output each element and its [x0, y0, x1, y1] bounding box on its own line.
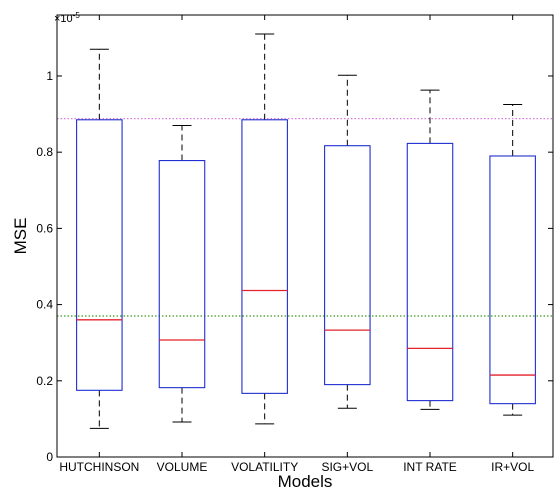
x-tick-label: HUTCHINSON: [59, 460, 139, 474]
box-hutchinson: [76, 48, 123, 429]
plot-frame: [56, 14, 554, 458]
reference-lines: [57, 118, 553, 317]
box-ir-vol: [489, 104, 536, 416]
box-sig-vol: [324, 74, 371, 409]
box-rect: [406, 142, 454, 402]
x-tick-label: INT RATE: [403, 460, 457, 474]
y-tick-label: 0: [46, 450, 53, 464]
y-tick-label: 0.4: [36, 298, 53, 312]
y-axis-label: MSE: [11, 218, 30, 255]
x-tick-label: VOLATILITY: [231, 460, 298, 474]
x-tick-label: IR+VOL: [491, 460, 534, 474]
y-tick-label: 0.2: [36, 374, 53, 388]
box-volume: [158, 125, 206, 423]
boxes-group: [76, 33, 536, 429]
y-tick-label: 1: [46, 69, 53, 83]
x-tick-label: VOLUME: [157, 460, 208, 474]
y-tick-label: 0.6: [36, 221, 53, 235]
box-rect: [76, 119, 123, 391]
box-rect: [241, 119, 288, 394]
box-rect: [489, 155, 536, 405]
axes: 0 0.2 0.4 0.6 0.8 1 HUTCHINSON VOLUME VOLATILITY…: [36, 14, 554, 474]
y-multiplier-label: ×10-5: [54, 11, 80, 26]
y-multiplier-base: ×10: [54, 13, 73, 25]
y-multiplier-exponent: -5: [73, 11, 81, 20]
box-rect: [158, 160, 206, 389]
box-rect: [324, 145, 371, 386]
x-tick-label: SIG+VOL: [321, 460, 373, 474]
y-tick-label: 0.8: [36, 145, 53, 159]
box-volatility: [241, 33, 288, 425]
box-int-rate: [406, 89, 454, 410]
x-axis-label: Models: [278, 472, 333, 491]
